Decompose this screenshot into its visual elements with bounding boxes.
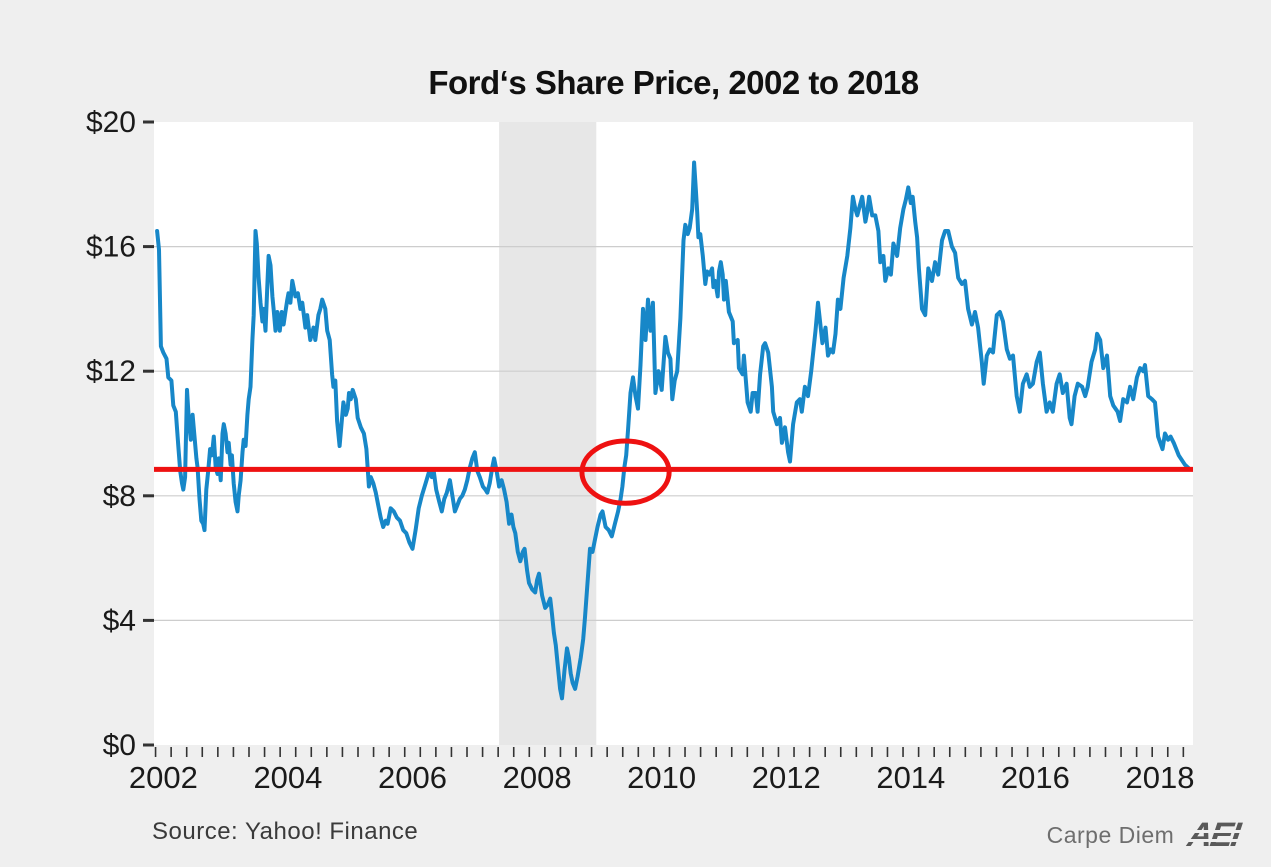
y-tick-label: $4 (103, 604, 136, 637)
carpe-diem-label: Carpe Diem (1046, 821, 1175, 848)
aei-logo-text: AEI (1185, 816, 1242, 854)
annotation-ellipse (579, 438, 672, 506)
page-title: Ford‘s Share Price, 2002 to 2018 (428, 64, 919, 101)
x-tick-label: 2012 (752, 760, 821, 795)
y-tick-label: $8 (103, 480, 136, 513)
recession-band (499, 122, 597, 745)
branding: Carpe Diem AEI (1046, 816, 1245, 854)
x-tick-label: 2014 (876, 760, 945, 795)
y-tick-label: $20 (86, 106, 136, 139)
x-tick-label: 2002 (129, 760, 198, 795)
plot-area (154, 122, 1193, 745)
x-tick-label: 2008 (503, 760, 572, 795)
x-tick-label: 2006 (378, 760, 447, 795)
x-tick-label: 2018 (1126, 760, 1195, 795)
y-tick-label: $12 (86, 355, 136, 388)
price-line (155, 160, 1192, 701)
y-tick-label: $0 (103, 729, 136, 762)
source-text: Source: Yahoo! Finance (152, 818, 419, 845)
aei-logo-stripe (1185, 839, 1243, 842)
x-tick-label: 2016 (1001, 760, 1070, 795)
aei-logo-stripe (1186, 830, 1244, 833)
x-tick-label: 2004 (253, 760, 322, 795)
aei-logo-icon: AEI (1185, 816, 1245, 854)
y-tick-label: $16 (86, 231, 136, 264)
x-tick-label: 2010 (627, 760, 696, 795)
